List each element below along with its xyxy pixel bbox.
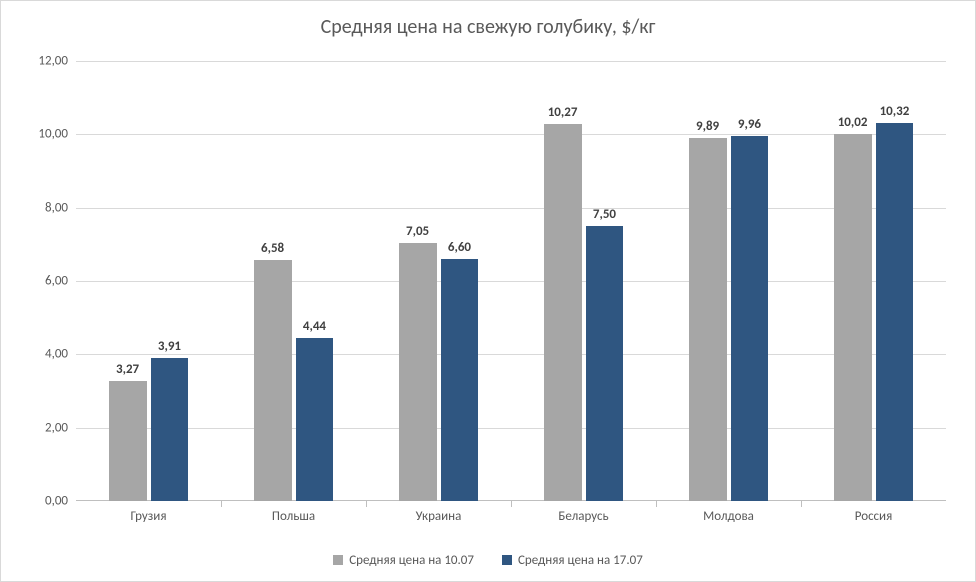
legend-swatch (502, 555, 512, 565)
bar (254, 260, 292, 501)
x-tick-label: Украина (416, 501, 462, 524)
bar (296, 338, 334, 501)
legend-label: Средняя цена на 10.07 (349, 553, 474, 568)
bar (876, 123, 914, 501)
x-tick-label: Польша (272, 501, 315, 524)
legend-item: Средняя цена на 17.07 (502, 553, 643, 568)
y-tick-label: 0,00 (45, 494, 76, 509)
y-tick-label: 12,00 (38, 54, 76, 69)
x-tick-mark (366, 501, 367, 507)
bar (441, 259, 479, 501)
x-tick-label: Россия (855, 501, 893, 524)
bar (109, 381, 147, 501)
y-tick-label: 6,00 (45, 274, 76, 289)
bar (731, 136, 769, 501)
data-label: 6,58 (261, 241, 284, 260)
gridline (76, 281, 946, 282)
x-tick-mark (511, 501, 512, 507)
data-label: 4,44 (303, 319, 326, 338)
x-tick-label: Молдова (703, 501, 754, 524)
data-label: 9,89 (696, 119, 719, 138)
chart-container: Средняя цена на свежую голубику, $/кг 0,… (0, 0, 976, 582)
data-label: 10,02 (838, 115, 868, 134)
y-tick-label: 2,00 (45, 420, 76, 435)
bar (689, 138, 727, 501)
data-label: 10,27 (548, 105, 578, 124)
data-label: 3,27 (116, 362, 139, 381)
gridline (76, 61, 946, 62)
legend: Средняя цена на 10.07 Средняя цена на 17.… (1, 553, 975, 570)
x-tick-label: Беларусь (558, 501, 608, 524)
x-tick-label: Грузия (131, 501, 167, 524)
y-tick-label: 8,00 (45, 200, 76, 215)
gridline (76, 354, 946, 355)
data-label: 9,96 (738, 117, 761, 136)
plot-area: 0,002,004,006,008,0010,0012,003,273,91Гр… (76, 61, 946, 501)
legend-label: Средняя цена на 17.07 (518, 553, 643, 568)
chart-title: Средняя цена на свежую голубику, $/кг (1, 1, 975, 47)
y-tick-label: 4,00 (45, 347, 76, 362)
x-tick-mark (656, 501, 657, 507)
bar (151, 358, 189, 501)
x-tick-mark (801, 501, 802, 507)
data-label: 6,60 (448, 240, 471, 259)
x-tick-mark (221, 501, 222, 507)
gridline (76, 134, 946, 135)
legend-swatch (333, 555, 343, 565)
bar (399, 243, 437, 502)
y-tick-label: 10,00 (38, 127, 76, 142)
data-label: 7,05 (406, 224, 429, 243)
bar (834, 134, 872, 501)
data-label: 10,32 (880, 104, 910, 123)
bar (544, 124, 582, 501)
gridline (76, 208, 946, 209)
data-label: 3,91 (158, 339, 181, 358)
data-label: 7,50 (593, 207, 616, 226)
legend-item: Средняя цена на 10.07 (333, 553, 474, 568)
gridline (76, 428, 946, 429)
bar (586, 226, 624, 501)
